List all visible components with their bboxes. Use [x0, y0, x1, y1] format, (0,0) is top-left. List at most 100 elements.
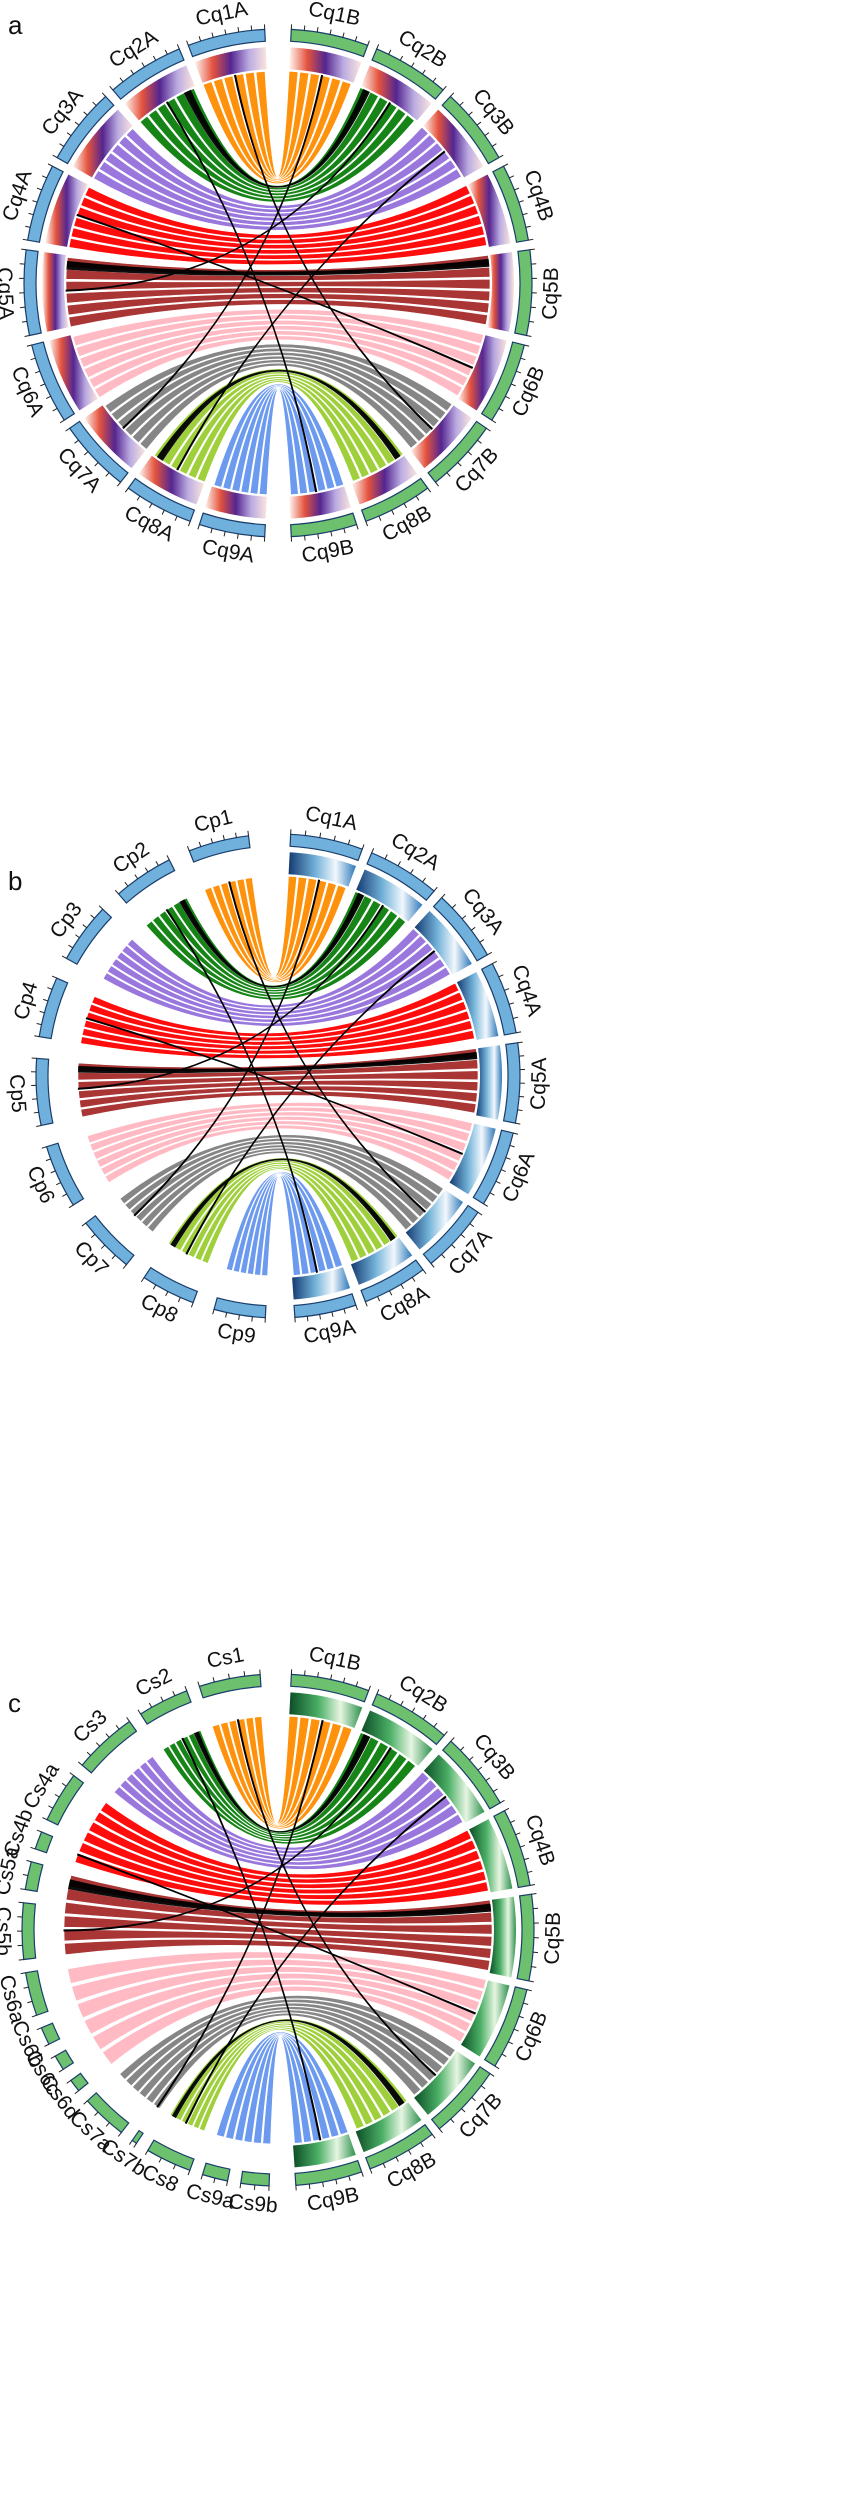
inverted-synteny-link [78, 1051, 478, 1074]
synteny-link [192, 2026, 374, 2129]
axis-tick [410, 869, 414, 874]
density-heatmap-cq5b [489, 1896, 516, 1978]
cross-link [63, 1747, 392, 1932]
chromosome-cs9b [240, 2170, 271, 2187]
axis-tick [469, 1756, 474, 1761]
synteny-link [80, 194, 475, 244]
axis-tick [333, 835, 336, 841]
axis-tick [499, 1799, 505, 1804]
density-heatmap-cq9a [292, 1267, 351, 1300]
synteny-link [216, 2031, 349, 2138]
axis-tick [26, 344, 32, 347]
axis-tick [186, 846, 190, 852]
axis-tick [30, 1846, 36, 1850]
synteny-link [247, 1174, 318, 1275]
axis-tick [529, 1884, 536, 1886]
axis-tick [319, 1314, 321, 1320]
axis-tick [388, 49, 392, 55]
axis-tick [21, 320, 27, 323]
axis-tick [39, 1010, 45, 1014]
synteny-link [139, 362, 418, 450]
chromosome-cs8 [147, 2139, 195, 2172]
synteny-link [111, 950, 440, 1019]
inverted-synteny-link [183, 88, 370, 188]
synteny-link [100, 1802, 472, 1879]
axis-tick [94, 462, 99, 467]
axis-tick [90, 1233, 96, 1239]
axis-tick [114, 889, 119, 895]
axis-tick [331, 1311, 334, 1317]
axis-tick [422, 1269, 427, 1275]
axis-tick [36, 2027, 42, 2031]
chromosome-cp5 [35, 1057, 54, 1127]
axis-tick [420, 2142, 424, 2148]
chromosome-label-cq9a: Cq9A [302, 1315, 358, 1348]
chromosome-cq2a [366, 852, 435, 902]
axis-tick [36, 1829, 42, 1833]
axis-tick [498, 974, 504, 978]
axis-tick [348, 2175, 351, 2181]
synteny-link [213, 77, 342, 182]
density-heatmap-cq4a [456, 971, 499, 1040]
axis-tick [28, 212, 34, 216]
axis-tick [450, 2118, 455, 2124]
axis-tick [504, 1807, 510, 1812]
axis-tick [335, 2179, 338, 2185]
density-heatmap-cq8a [138, 455, 205, 505]
chromosome-label-cs4b: Cs4b [0, 1806, 38, 1860]
synteny-link [75, 314, 481, 357]
synteny-link [125, 1999, 450, 2087]
axis-tick [21, 248, 27, 251]
synteny-link [74, 1852, 489, 1906]
synteny-link [91, 982, 460, 1037]
axis-tick [59, 419, 65, 424]
axis-tick [525, 225, 531, 228]
axis-tick [411, 1277, 416, 1282]
synteny-link [249, 387, 308, 495]
axis-tick [480, 2085, 486, 2090]
synteny-link [88, 991, 464, 1042]
axis-tick [461, 915, 467, 920]
axis-tick [522, 212, 528, 216]
cross-link [76, 1853, 476, 2015]
density-heatmap-cq8b [351, 455, 418, 505]
axis-tick [408, 2149, 412, 2155]
axis-tick [477, 439, 482, 444]
synteny-link [65, 266, 491, 281]
axis-tick [531, 1893, 537, 1895]
axis-tick [343, 528, 346, 534]
synteny-link [104, 1124, 454, 1184]
axis-tick [461, 2108, 466, 2113]
chromosome-cq6a [472, 1129, 514, 1205]
synteny-link [174, 1159, 391, 1251]
synteny-link [83, 325, 473, 378]
synteny-link [86, 1102, 473, 1144]
axis-tick [361, 2171, 364, 2177]
chromosome-cs4b [34, 1831, 54, 1854]
axis-tick [304, 535, 306, 541]
axis-tick [36, 1124, 42, 1127]
synteny-link [72, 309, 484, 347]
axis-tick [367, 40, 370, 46]
axis-tick [198, 36, 202, 42]
synteny-link [78, 1079, 479, 1099]
axis-tick [18, 1959, 24, 1961]
axis-tick [483, 1203, 489, 1207]
axis-tick [90, 914, 95, 919]
chromosome-label-cq5b: Cq5B [541, 1912, 566, 1965]
cross-link [165, 908, 319, 1273]
axis-tick [250, 535, 252, 541]
axis-tick [36, 187, 42, 191]
axis-tick [43, 998, 49, 1002]
axis-tick [529, 320, 535, 323]
density-heatmap-cq1a [194, 47, 267, 83]
axis-tick [498, 407, 504, 412]
synteny-link [153, 2013, 422, 2109]
chromosome-label-cp1: Cp1 [192, 805, 235, 837]
chromosome-cs4a [46, 1774, 85, 1826]
synteny-link [202, 80, 352, 184]
synteny-link [239, 1173, 327, 1274]
density-heatmap-cq9a [204, 486, 267, 519]
chromosome-cq5b [514, 249, 533, 337]
axis-tick [22, 238, 28, 241]
